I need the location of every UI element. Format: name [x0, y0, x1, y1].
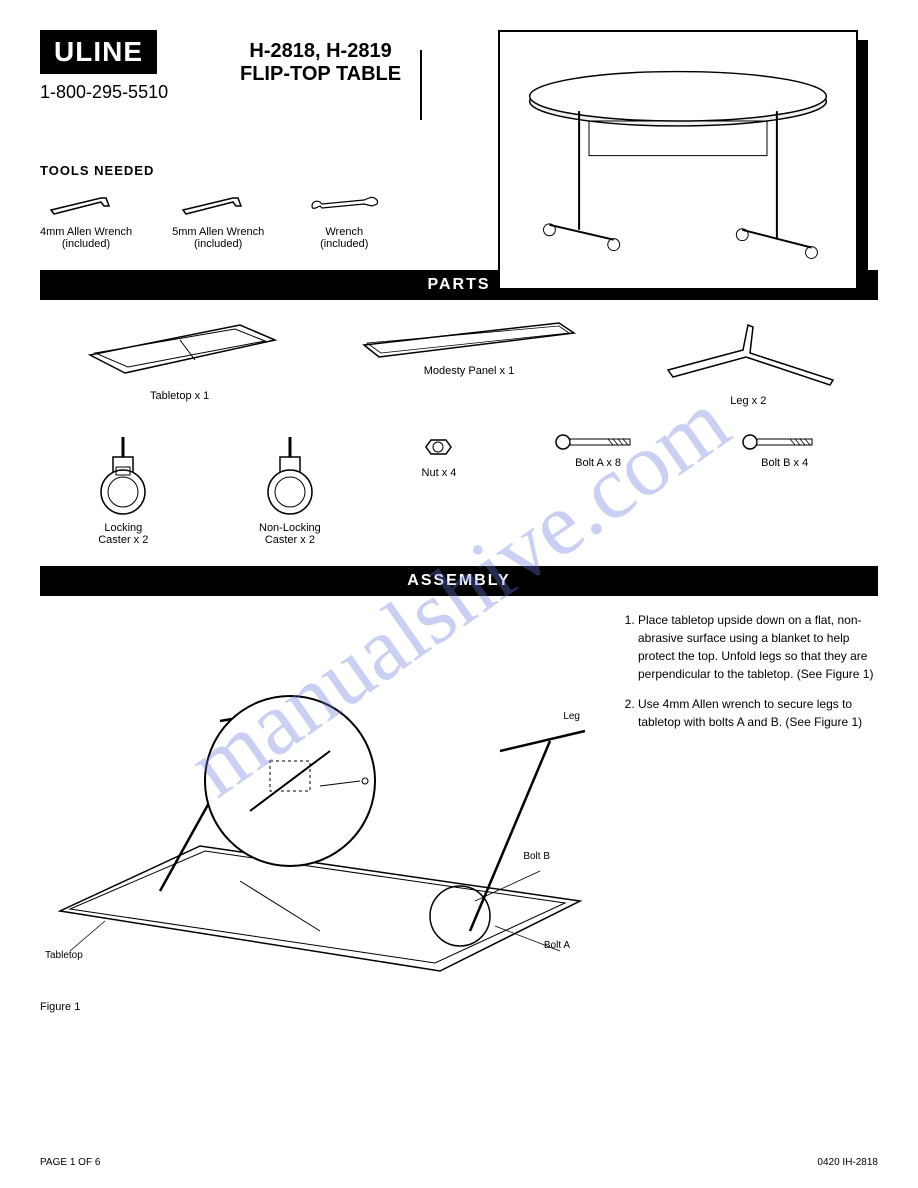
- bolt-icon: [553, 432, 643, 452]
- page-number: PAGE 1 OF 6: [40, 1157, 100, 1168]
- header: ULINE 1-800-295-5510 TOOLS NEEDED 4mm Al…: [40, 30, 878, 250]
- part-modesty-panel: Modesty Panel x 1: [359, 315, 579, 407]
- callout-leg: Leg: [563, 711, 580, 722]
- part-label: Bolt B x 4: [740, 457, 830, 469]
- product-name: FLIP-TOP TABLE: [240, 63, 401, 86]
- allen-wrench-icon: [46, 188, 126, 218]
- callout-tabletop: Tabletop: [45, 950, 83, 961]
- caster-icon: [255, 432, 325, 517]
- tool-label: Wrench (included): [304, 226, 384, 250]
- title-block: H-2818, H-2819 FLIP-TOP TABLE: [240, 40, 401, 86]
- part-label: Locking Caster x 2: [88, 522, 158, 546]
- uline-logo: ULINE: [40, 30, 157, 74]
- callout-bolt-a: Bolt A: [544, 940, 570, 951]
- part-label: Nut x 4: [421, 467, 456, 479]
- tool-allen-4mm: 4mm Allen Wrench (included): [40, 188, 132, 250]
- tool-wrench: Wrench (included): [304, 188, 384, 250]
- part-nut: Nut x 4: [421, 432, 456, 546]
- tool-label: 4mm Allen Wrench (included): [40, 226, 132, 250]
- nut-icon: [421, 432, 456, 462]
- doc-code: 0420 IH-2818: [817, 1157, 878, 1168]
- tabletop-icon: [80, 315, 280, 385]
- tool-allen-5mm: 5mm Allen Wrench (included): [172, 188, 264, 250]
- parts-row-1: Tabletop x 1 Modesty Panel x 1 Leg x 2: [40, 315, 878, 407]
- leg-icon: [658, 315, 838, 390]
- table-product-illustration: [500, 32, 856, 289]
- page-container: ULINE 1-800-295-5510 TOOLS NEEDED 4mm Al…: [0, 0, 918, 1188]
- part-nonlocking-caster: Non-Locking Caster x 2: [255, 432, 325, 546]
- figure-label: Figure 1: [40, 1001, 600, 1013]
- allen-wrench-icon: [178, 188, 258, 218]
- callout-bolt-b: Bolt B: [523, 851, 550, 862]
- wrench-icon: [304, 188, 384, 218]
- product-image-frame: [498, 30, 858, 290]
- part-label: Leg x 2: [658, 395, 838, 407]
- assembly-content: Bolt A Bolt B Tabletop Leg Figure 1 Plac…: [40, 611, 878, 991]
- tool-label: 5mm Allen Wrench (included): [172, 226, 264, 250]
- assembly-header-bar: ASSEMBLY: [40, 566, 878, 596]
- assembly-figure: Bolt A Bolt B Tabletop Leg Figure 1: [40, 611, 600, 991]
- part-label: Bolt A x 8: [553, 457, 643, 469]
- model-numbers: H-2818, H-2819: [240, 40, 401, 63]
- assembly-steps: Place tabletop upside down on a flat, no…: [620, 611, 878, 991]
- part-leg: Leg x 2: [658, 315, 838, 407]
- locking-caster-icon: [88, 432, 158, 517]
- part-bolt-b: Bolt B x 4: [740, 432, 830, 546]
- part-label: Modesty Panel x 1: [359, 365, 579, 377]
- figure-1-illustration: [40, 611, 600, 991]
- part-locking-caster: Locking Caster x 2: [88, 432, 158, 546]
- step-2: Use 4mm Allen wrench to secure legs to t…: [638, 695, 878, 731]
- part-label: Non-Locking Caster x 2: [255, 522, 325, 546]
- modesty-panel-icon: [359, 315, 579, 360]
- part-bolt-a: Bolt A x 8: [553, 432, 643, 546]
- parts-row-2: Locking Caster x 2 Non-Locking Caster x …: [40, 432, 878, 546]
- part-tabletop: Tabletop x 1: [80, 315, 280, 407]
- part-label: Tabletop x 1: [80, 390, 280, 402]
- header-divider: [420, 50, 422, 120]
- bolt-icon: [740, 432, 830, 452]
- step-1: Place tabletop upside down on a flat, no…: [638, 611, 878, 683]
- footer: PAGE 1 OF 6 0420 IH-2818: [40, 1157, 878, 1168]
